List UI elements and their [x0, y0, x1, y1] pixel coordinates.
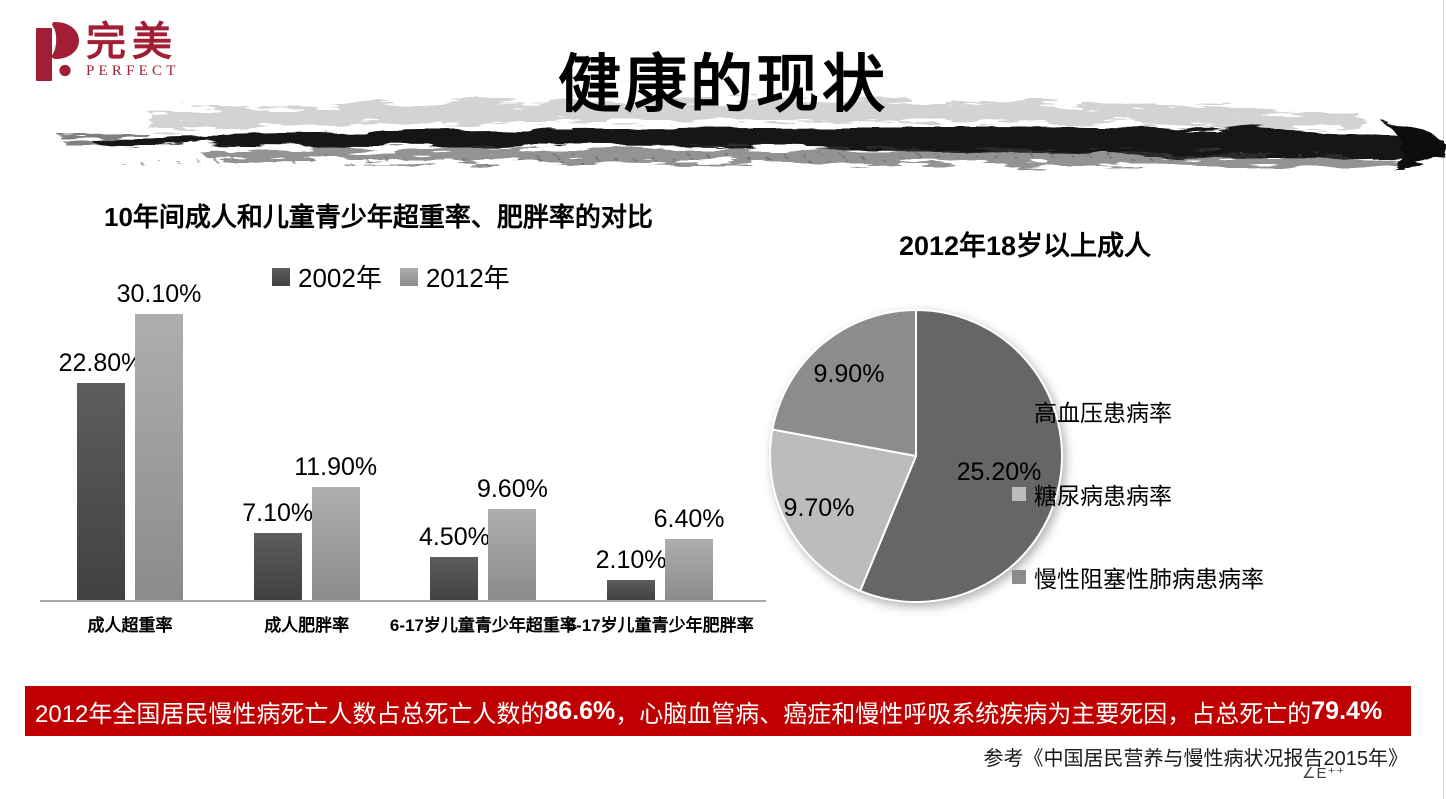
pie-value-label: 9.90% [813, 360, 885, 388]
bar-2012年-6-17岁儿童青少年肥胖率 [665, 539, 714, 600]
bar-2012年-成人超重率 [135, 314, 183, 600]
bar-2012年-成人肥胖率 [311, 487, 360, 600]
pie-legend-item: 慢性阻塞性肺病患病率 [1012, 560, 1264, 594]
banner-text-1: 2012年全国居民慢性病死亡人数占总死亡人数的 [35, 700, 545, 728]
bar-2012年-6-17岁儿童青少年超重率 [488, 509, 537, 600]
bar-value-label: 30.10% [116, 280, 202, 308]
pie-slice-高血压患病率 [859, 309, 1063, 603]
bar-value-label: 2.10% [595, 546, 667, 574]
bar-category-label: 成人超重率 [87, 616, 173, 635]
pie-slice-慢性阻塞性肺病患病率 [771, 309, 917, 457]
banner-text-2: ，心脑血管病、癌症和慢性呼吸系统疾病为主要死因，占总死亡的 [615, 700, 1312, 728]
pie-legend-swatch [1012, 404, 1026, 418]
pie-chart: 25.20% 9.70% 9.90% [766, 306, 1066, 606]
bar-2002年-成人超重率 [77, 383, 125, 600]
bar-category-label: 成人肥胖率 [264, 616, 350, 635]
bar-value-label: 9.60% [476, 475, 548, 503]
pie-chart-title: 2012年18岁以上成人 [898, 231, 1152, 261]
pie-chart-legend: 高血压患病率 糖尿病患病率慢性阻塞性肺病患病率 [1012, 394, 1264, 594]
logo-en-label: PERFECT [86, 63, 180, 79]
pie-slice-糖尿病患病率 [769, 428, 917, 592]
bar-category-label: 6-17岁儿童青少年肥胖率 [566, 616, 754, 635]
bar-legend-label: 2012年 [425, 263, 510, 293]
chronic-disease-banner: 2012年全国居民慢性病死亡人数占总死亡人数的 86.6% ，心脑血管病、癌症和慢性… [25, 686, 1411, 736]
pie-legend-swatch [1012, 487, 1026, 501]
bar-legend-swatch [399, 267, 418, 286]
banner-pct-1: 86.6% [544, 696, 616, 725]
bar-2002年-6-17岁儿童青少年肥胖率 [607, 580, 656, 600]
pie-legend-label: 慢性阻塞性肺病患病率 [1034, 566, 1264, 592]
reference-text: 参考《中国居民营养与慢性病状况报告2015年》 [983, 748, 1409, 770]
pie-legend-item: 糖尿病患病率 [1012, 477, 1264, 511]
bar-2002年-6-17岁儿童青少年超重率 [430, 557, 479, 600]
logo-cn-label: 完美 [86, 20, 178, 64]
watermark-partial-glyph: ∠E⁺⁺ [1302, 765, 1346, 782]
bar-value-label: 6.40% [653, 505, 725, 533]
bar-2002年-成人肥胖率 [253, 533, 302, 600]
pie-legend-item: 高血压患病率 [1012, 394, 1264, 428]
bar-value-label: 11.90% [294, 453, 378, 481]
bar-chart-legend: 2002年 2012年 [272, 258, 510, 295]
slide-right-edge [1443, 0, 1444, 799]
perfect-logo: 完美 PERFECT [36, 22, 180, 84]
bar-legend-label: 2002年 [298, 263, 382, 293]
pie-svg [769, 309, 1063, 603]
bar-category-label: 6-17岁儿童青少年超重率 [389, 616, 577, 635]
bar-legend-item: 2012年 [399, 258, 510, 295]
perfect-logo-text: 完美 PERFECT [86, 22, 180, 79]
bar-legend-swatch [272, 267, 290, 286]
page-title: 健康的现状 [558, 50, 888, 120]
pie-value-label: 25.20% [956, 458, 1042, 486]
bar-chart-title: 10年间成人和儿童青少年超重率、肥胖率的对比 [104, 202, 653, 232]
bar-value-label: 22.80% [58, 349, 144, 377]
bar-legend-item: 2002年 [272, 258, 382, 295]
pie-legend-label: 糖尿病患病率 [1034, 483, 1172, 509]
pie-legend-label: 高血压患病率 [1034, 400, 1172, 426]
perfect-logo-icon [36, 22, 79, 81]
pie-value-label: 9.70% [783, 494, 855, 522]
pie-legend-swatch [1012, 570, 1026, 584]
banner-pct-2: 79.4% [1311, 696, 1383, 725]
bar-value-label: 4.50% [418, 523, 490, 551]
bar-value-label: 7.10% [242, 499, 314, 527]
ink-brush-stroke [60, 99, 1444, 170]
bar-chart-plot: 22.80% 30.10% 成人超重率 7.10% 11.90% 成人肥胖率 4.50% 9.… [40, 276, 766, 640]
bar-chart-x-axis [40, 600, 766, 602]
